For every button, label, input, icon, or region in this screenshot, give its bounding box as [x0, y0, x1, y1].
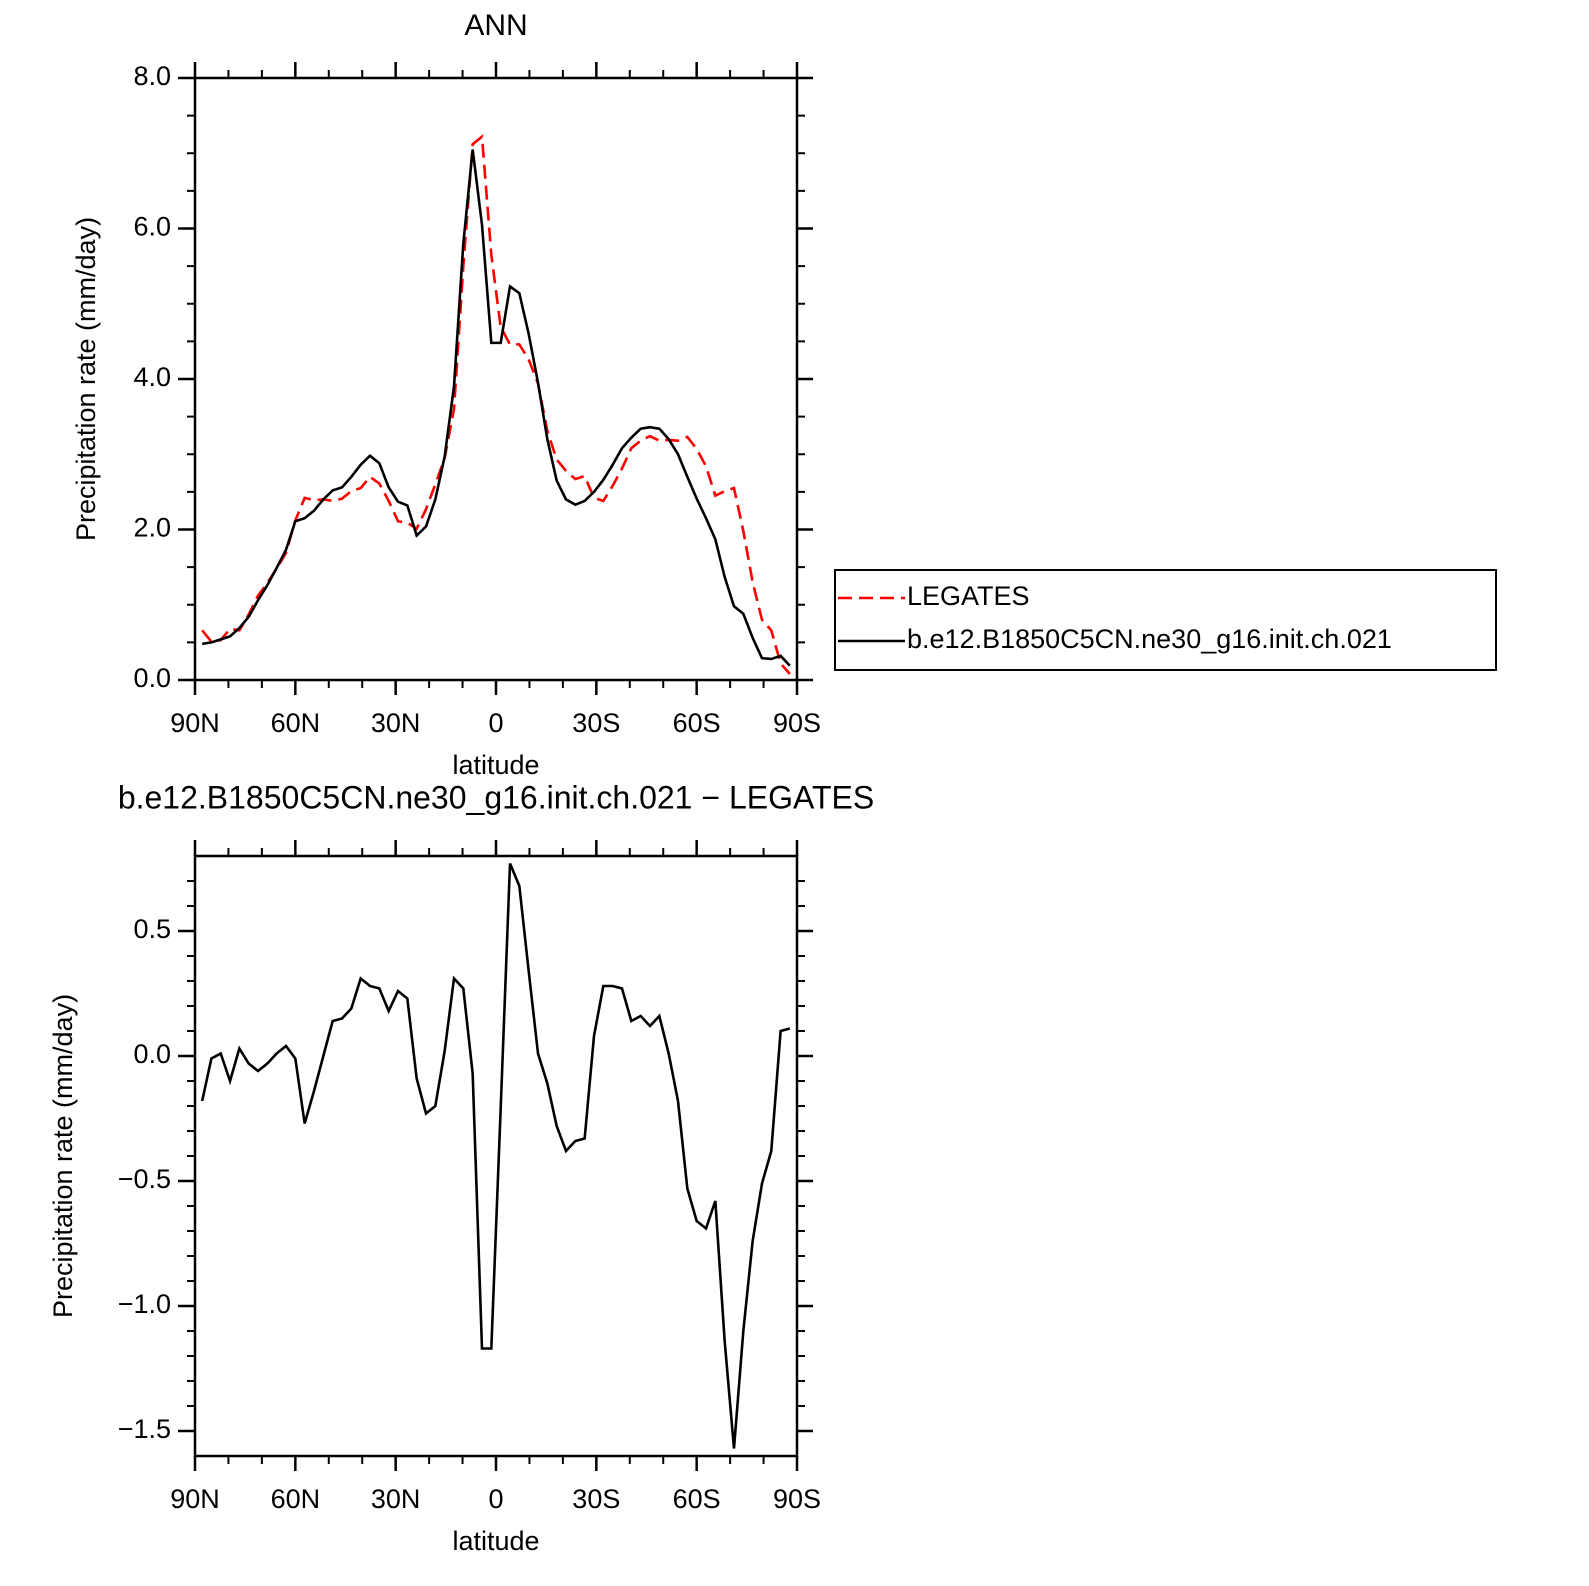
y-tick-label: −0.5	[118, 1164, 171, 1194]
legend-label: b.e12.B1850C5CN.ne30_g16.init.ch.021	[907, 624, 1392, 654]
y-tick-label: −1.5	[118, 1414, 171, 1444]
legend-box	[834, 569, 1497, 671]
y-tick-label: 6.0	[133, 212, 171, 242]
x-axis-label: latitude	[452, 1526, 539, 1556]
x-tick-label: 90N	[170, 708, 220, 738]
y-tick-label: 2.0	[133, 513, 171, 543]
plot-frame	[193, 854, 799, 1458]
data-line	[200, 863, 791, 1449]
chart-title: ANN	[464, 9, 527, 42]
x-tick-label: 30N	[371, 1484, 421, 1514]
y-tick-label: −1.0	[118, 1289, 171, 1319]
y-tick-label: 4.0	[133, 362, 171, 392]
y-axis-label: Precipitation rate (mm/day)	[71, 217, 101, 541]
x-tick-label: 0	[488, 1484, 503, 1514]
y-tick-label: 0.5	[133, 914, 171, 944]
x-axis-label: latitude	[452, 750, 539, 780]
x-tick-label: 60N	[271, 708, 321, 738]
legend-label: LEGATES	[907, 581, 1030, 611]
data-line	[201, 149, 791, 667]
data-line	[201, 134, 791, 675]
x-tick-label: 60N	[271, 1484, 321, 1514]
x-tick-label: 60S	[673, 1484, 721, 1514]
x-tick-label: 0	[488, 708, 503, 738]
chart-title: b.e12.B1850C5CN.ne30_g16.init.ch.021 − L…	[118, 779, 874, 815]
x-tick-label: 30N	[371, 708, 421, 738]
y-tick-label: 0.0	[133, 663, 171, 693]
x-tick-label: 90S	[773, 1484, 821, 1514]
x-tick-label: 90S	[773, 708, 821, 738]
y-axis-label: Precipitation rate (mm/day)	[48, 994, 78, 1318]
y-tick-label: 8.0	[133, 61, 171, 91]
y-tick-label: 0.0	[133, 1039, 171, 1069]
x-tick-label: 30S	[572, 708, 620, 738]
x-tick-label: 30S	[572, 1484, 620, 1514]
x-tick-label: 60S	[673, 708, 721, 738]
x-tick-label: 90N	[170, 1484, 220, 1514]
plot-frame	[193, 76, 799, 682]
